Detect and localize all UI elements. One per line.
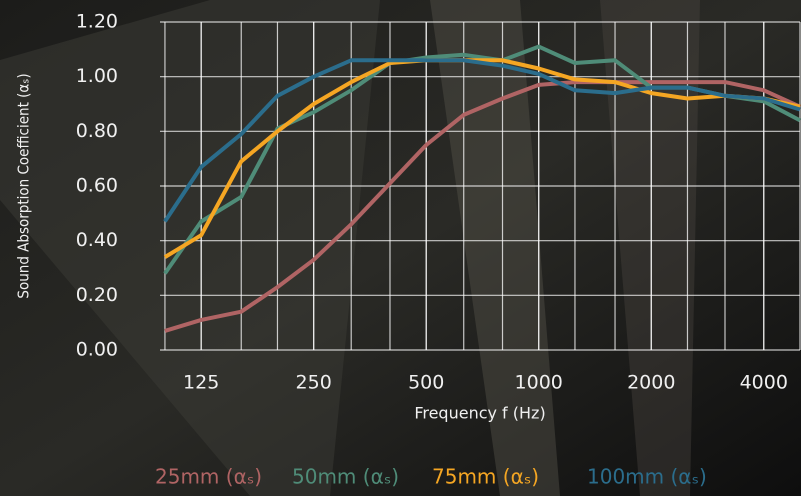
chart: Sound Absorption Coefficient (αₛ) Freque… bbox=[0, 0, 801, 496]
page: Sound Absorption Coefficient (αₛ) Freque… bbox=[0, 0, 801, 496]
y-tick-label: 0.40 bbox=[76, 229, 118, 251]
x-tick-label: 4000 bbox=[740, 372, 788, 394]
legend-label: 100mm (αₛ) bbox=[587, 465, 707, 489]
x-axis-label: Frequency f (Hz) bbox=[414, 404, 545, 423]
x-tick-label: 1000 bbox=[515, 372, 563, 394]
y-tick-label: 0.60 bbox=[76, 175, 118, 197]
x-tick-label: 125 bbox=[183, 372, 219, 394]
x-tick-label: 500 bbox=[408, 372, 444, 394]
x-tick-label: 2000 bbox=[627, 372, 675, 394]
legend-label: 50mm (αₛ) bbox=[292, 465, 399, 489]
y-axis-label: Sound Absorption Coefficient (αₛ) bbox=[15, 73, 33, 298]
y-tick-label: 0.00 bbox=[76, 339, 118, 361]
legend-label: 25mm (αₛ) bbox=[155, 465, 262, 489]
y-tick-label: 0.80 bbox=[76, 120, 118, 142]
y-tick-label: 1.00 bbox=[76, 65, 118, 87]
y-tick-label: 1.20 bbox=[76, 11, 118, 33]
y-tick-label: 0.20 bbox=[76, 284, 118, 306]
legend-label: 75mm (αₛ) bbox=[432, 465, 539, 489]
x-tick-label: 250 bbox=[296, 372, 332, 394]
